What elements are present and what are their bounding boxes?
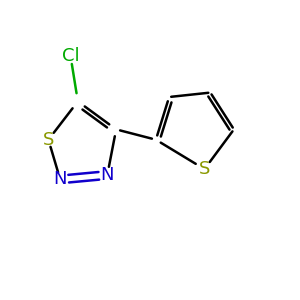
Text: Cl: Cl (62, 47, 79, 65)
Text: S: S (43, 131, 54, 149)
Text: N: N (100, 166, 114, 184)
Text: N: N (53, 170, 67, 188)
Text: S: S (199, 160, 210, 178)
